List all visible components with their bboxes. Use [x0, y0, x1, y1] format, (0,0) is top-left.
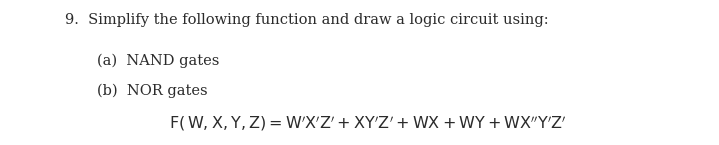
- Text: 9.  Simplify the following function and draw a logic circuit using:: 9. Simplify the following function and d…: [65, 13, 549, 27]
- Text: (a)  NAND gates: (a) NAND gates: [97, 54, 219, 68]
- Text: (b)  NOR gates: (b) NOR gates: [97, 84, 208, 98]
- Text: $\mathrm{F(\,W,X,Y,Z) = W'X'Z' + XY'Z' + WX + WY + WX''Y'Z'}$: $\mathrm{F(\,W,X,Y,Z) = W'X'Z' + XY'Z' +…: [169, 114, 567, 133]
